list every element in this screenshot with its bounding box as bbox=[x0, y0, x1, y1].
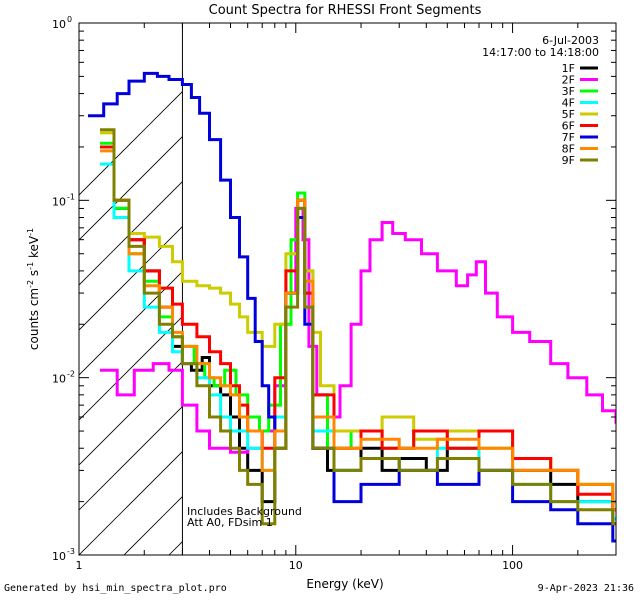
y-tick-exponent: -1 bbox=[67, 192, 75, 201]
y-label-part: keV bbox=[27, 235, 41, 262]
y-tick-exponent: 0 bbox=[67, 15, 72, 24]
hatch-line bbox=[574, 0, 640, 555]
y-tick-exponent: -2 bbox=[67, 370, 75, 379]
legend-label-9F: 9F bbox=[562, 154, 575, 167]
hatch-line bbox=[79, 361, 183, 466]
time-range-label: 14:17:00 to 14:18:00 bbox=[482, 46, 599, 59]
legend-label-4F: 4F bbox=[562, 97, 575, 110]
series-group bbox=[88, 71, 616, 543]
chart-title: Count Spectra for RHESSI Front Segments bbox=[209, 3, 482, 18]
y-tick-label: 10 bbox=[52, 18, 66, 31]
y-tick-label: 10 bbox=[52, 195, 66, 208]
series-line-9F bbox=[100, 128, 616, 526]
x-tick-label: 10 bbox=[289, 559, 303, 572]
series-line-2F bbox=[100, 206, 616, 454]
y-label-exponent: -1 bbox=[26, 228, 35, 236]
legend-label-2F: 2F bbox=[562, 74, 575, 87]
footer-timestamp: 9-Apr-2023 21:36 bbox=[537, 583, 634, 594]
y-tick-label: 10 bbox=[52, 373, 66, 386]
legend-label-6F: 6F bbox=[562, 120, 575, 133]
legend-label-5F: 5F bbox=[562, 108, 575, 121]
y-label-part: s bbox=[27, 270, 41, 280]
hatch-line bbox=[79, 226, 183, 331]
series-line-5F bbox=[100, 131, 616, 504]
hatched-region bbox=[79, 0, 640, 555]
legend-label-1F: 1F bbox=[562, 62, 575, 75]
series-line-8F bbox=[100, 149, 616, 512]
annotation-line: Includes Background bbox=[187, 505, 302, 518]
y-label-part: counts cm bbox=[27, 288, 41, 350]
footer-generated-by: Generated by hsi_min_spectra_plot.pro bbox=[4, 583, 227, 594]
annotation-line: Att A0, FDsim 1 bbox=[187, 516, 273, 529]
x-tick-label: 100 bbox=[502, 559, 523, 572]
hatch-line bbox=[619, 0, 640, 555]
hatch-line bbox=[79, 181, 183, 286]
y-tick-exponent: -3 bbox=[67, 547, 75, 556]
x-axis-label: Energy (keV) bbox=[306, 577, 383, 591]
series-line-7F bbox=[88, 71, 616, 543]
y-label-exponent: -1 bbox=[26, 262, 35, 270]
series-line-6F bbox=[100, 145, 616, 512]
y-tick-label: 10 bbox=[52, 550, 66, 563]
legend-label-3F: 3F bbox=[562, 85, 575, 98]
plot-frame bbox=[78, 22, 617, 556]
date-label: 6-Jul-2003 bbox=[542, 34, 599, 47]
hatch-line bbox=[79, 406, 183, 511]
legend-label-8F: 8F bbox=[562, 143, 575, 156]
y-axis-label: counts cm-2 s-1 keV-1 bbox=[26, 228, 41, 350]
x-tick-label: 1 bbox=[76, 559, 83, 572]
hatch-line bbox=[259, 0, 640, 555]
y-label-exponent: -2 bbox=[26, 280, 35, 288]
hatch-line bbox=[79, 451, 183, 555]
legend-label-7F: 7F bbox=[562, 131, 575, 144]
